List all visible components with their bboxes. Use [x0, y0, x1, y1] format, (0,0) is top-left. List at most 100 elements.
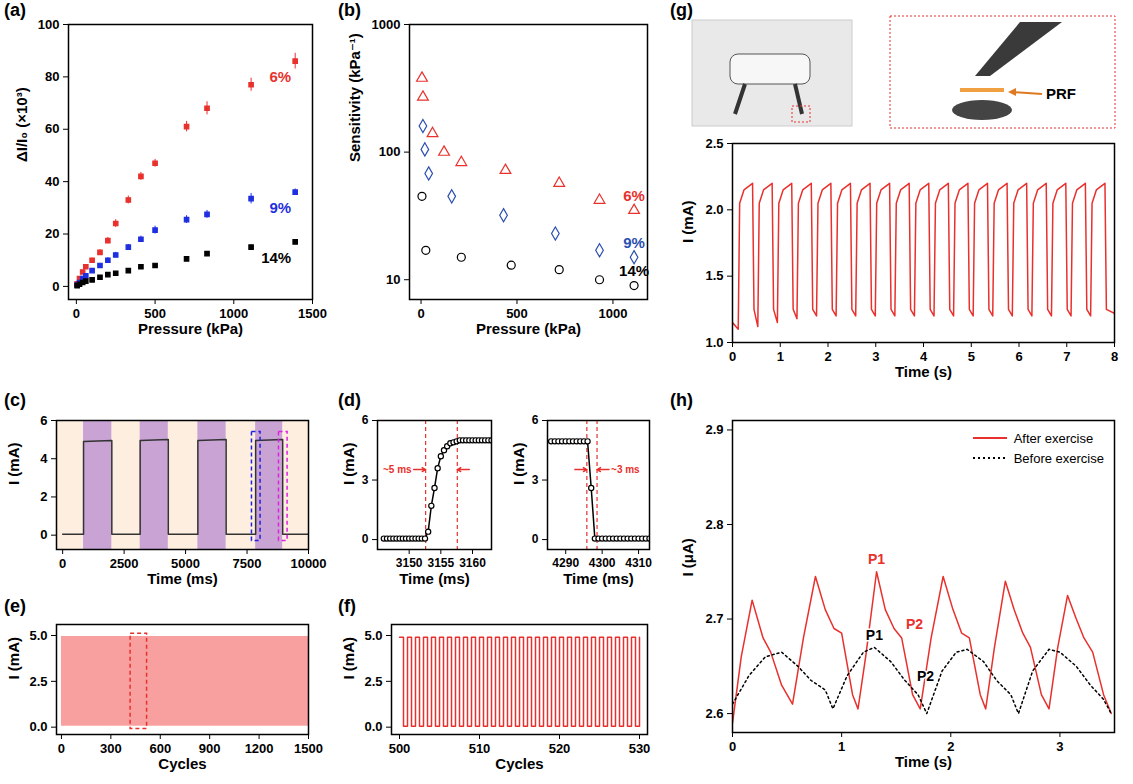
svg-text:6%: 6%: [623, 187, 645, 204]
svg-text:6: 6: [362, 413, 369, 427]
svg-text:0: 0: [532, 532, 539, 546]
svg-text:0: 0: [417, 306, 424, 321]
svg-text:14%: 14%: [619, 262, 649, 279]
svg-text:2.5: 2.5: [364, 673, 382, 688]
svg-text:P1: P1: [868, 551, 885, 567]
svg-text:2: 2: [824, 349, 831, 364]
svg-text:1.0: 1.0: [705, 335, 723, 350]
svg-text:5000: 5000: [171, 556, 200, 571]
svg-text:3155: 3155: [427, 556, 454, 570]
svg-text:I (μA): I (μA): [679, 538, 696, 576]
svg-text:I (mA): I (mA): [5, 443, 22, 486]
svg-text:2.7: 2.7: [705, 611, 723, 626]
svg-text:1: 1: [777, 349, 784, 364]
svg-text:3150: 3150: [396, 556, 423, 570]
svg-text:3: 3: [1056, 739, 1063, 754]
svg-text:Cycles: Cycles: [495, 755, 543, 772]
svg-text:6: 6: [40, 413, 47, 428]
svg-text:0: 0: [362, 532, 369, 546]
svg-text:~3 ms: ~3 ms: [611, 464, 640, 475]
svg-text:6: 6: [1015, 349, 1022, 364]
svg-text:Sensitivity (kPa⁻¹): Sensitivity (kPa⁻¹): [346, 33, 363, 162]
svg-text:5.0: 5.0: [364, 628, 382, 643]
svg-text:0: 0: [52, 279, 59, 294]
svg-text:I (mA): I (mA): [340, 637, 357, 680]
svg-text:0: 0: [59, 556, 66, 571]
svg-text:2: 2: [947, 739, 954, 754]
svg-text:1000: 1000: [219, 306, 248, 321]
svg-text:14%: 14%: [261, 249, 291, 266]
svg-text:6: 6: [532, 413, 539, 427]
svg-text:0: 0: [40, 527, 47, 542]
svg-text:1: 1: [838, 739, 845, 754]
svg-text:600: 600: [149, 741, 171, 756]
svg-text:2.6: 2.6: [705, 706, 723, 721]
svg-text:3160: 3160: [459, 556, 486, 570]
svg-text:1000: 1000: [598, 306, 627, 321]
svg-text:4310: 4310: [625, 556, 652, 570]
svg-text:0: 0: [58, 741, 65, 756]
svg-text:I (mA): I (mA): [510, 443, 527, 486]
svg-text:10: 10: [386, 272, 400, 287]
svg-text:P2: P2: [917, 668, 934, 684]
svg-text:7500: 7500: [233, 556, 262, 571]
svg-text:900: 900: [199, 741, 221, 756]
svg-text:510: 510: [469, 741, 491, 756]
svg-text:100: 100: [379, 144, 401, 159]
svg-text:7: 7: [1063, 349, 1070, 364]
svg-text:Time (ms): Time (ms): [563, 570, 634, 587]
svg-text:300: 300: [100, 741, 122, 756]
svg-text:20: 20: [45, 226, 59, 241]
svg-text:2: 2: [40, 489, 47, 504]
svg-text:10000: 10000: [290, 556, 326, 571]
svg-text:8: 8: [1111, 349, 1118, 364]
svg-text:40: 40: [45, 174, 59, 189]
svg-text:2500: 2500: [110, 556, 139, 571]
svg-text:1.5: 1.5: [705, 268, 723, 283]
svg-text:I (mA): I (mA): [679, 201, 696, 244]
svg-text:80: 80: [45, 69, 59, 84]
svg-text:0: 0: [73, 306, 80, 321]
svg-text:Cycles: Cycles: [158, 755, 206, 772]
svg-text:5.0: 5.0: [29, 628, 47, 643]
svg-text:0.0: 0.0: [29, 719, 47, 734]
svg-text:1500: 1500: [294, 741, 323, 756]
svg-text:2.8: 2.8: [705, 517, 723, 532]
svg-text:2.9: 2.9: [705, 422, 723, 437]
svg-text:500: 500: [144, 306, 166, 321]
svg-text:Pressure (kPa): Pressure (kPa): [138, 320, 243, 337]
svg-text:P2: P2: [906, 616, 923, 632]
svg-text:Time (s): Time (s): [895, 363, 952, 380]
svg-text:0: 0: [729, 739, 736, 754]
svg-text:Time (ms): Time (ms): [147, 570, 218, 587]
svg-text:2.5: 2.5: [29, 673, 47, 688]
svg-text:4290: 4290: [552, 556, 579, 570]
svg-text:4300: 4300: [589, 556, 616, 570]
svg-text:P1: P1: [866, 627, 883, 643]
svg-text:4: 4: [920, 349, 928, 364]
svg-text:5: 5: [968, 349, 975, 364]
svg-text:4: 4: [40, 451, 48, 466]
svg-text:~5 ms: ~5 ms: [383, 464, 412, 475]
svg-text:520: 520: [549, 741, 571, 756]
svg-text:1200: 1200: [245, 741, 274, 756]
svg-text:1500: 1500: [298, 306, 327, 321]
svg-text:500: 500: [506, 306, 528, 321]
svg-text:I (mA): I (mA): [340, 443, 357, 486]
svg-text:0: 0: [729, 349, 736, 364]
svg-text:2.0: 2.0: [705, 202, 723, 217]
svg-text:1000: 1000: [372, 17, 401, 32]
svg-text:6%: 6%: [269, 68, 291, 85]
svg-text:3: 3: [872, 349, 879, 364]
svg-text:ΔI/I₀ (×10³): ΔI/I₀ (×10³): [13, 87, 30, 162]
svg-text:9%: 9%: [623, 234, 645, 251]
svg-text:PRF: PRF: [1046, 85, 1076, 102]
svg-text:100: 100: [38, 17, 60, 32]
svg-text:60: 60: [45, 121, 59, 136]
svg-text:3: 3: [532, 473, 539, 487]
svg-text:0.0: 0.0: [364, 719, 382, 734]
svg-text:3: 3: [362, 473, 369, 487]
svg-text:Pressure (kPa): Pressure (kPa): [476, 320, 581, 337]
svg-text:530: 530: [629, 741, 651, 756]
svg-text:Time (ms): Time (ms): [399, 570, 470, 587]
